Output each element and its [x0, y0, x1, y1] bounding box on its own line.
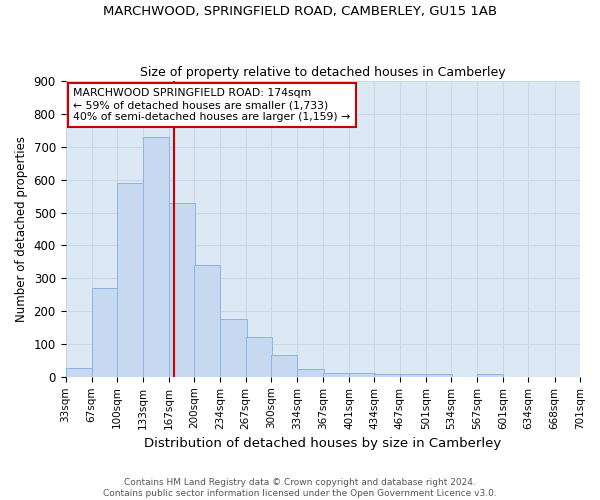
- Bar: [220, 320, 247, 377]
- Bar: [92, 288, 118, 377]
- Bar: [298, 368, 323, 377]
- Bar: [117, 183, 143, 377]
- Bar: [426, 374, 452, 377]
- Bar: [143, 137, 169, 377]
- Bar: [271, 355, 298, 377]
- Bar: [477, 374, 503, 377]
- Bar: [65, 368, 92, 377]
- Bar: [194, 265, 220, 377]
- Text: MARCHWOOD SPRINGFIELD ROAD: 174sqm
← 59% of detached houses are smaller (1,733)
: MARCHWOOD SPRINGFIELD ROAD: 174sqm ← 59%…: [73, 88, 350, 122]
- Text: MARCHWOOD, SPRINGFIELD ROAD, CAMBERLEY, GU15 1AB: MARCHWOOD, SPRINGFIELD ROAD, CAMBERLEY, …: [103, 5, 497, 18]
- Bar: [323, 372, 349, 377]
- Title: Size of property relative to detached houses in Camberley: Size of property relative to detached ho…: [140, 66, 506, 78]
- Bar: [400, 374, 426, 377]
- Bar: [374, 374, 401, 377]
- Bar: [169, 202, 195, 377]
- Y-axis label: Number of detached properties: Number of detached properties: [15, 136, 28, 322]
- X-axis label: Distribution of detached houses by size in Camberley: Distribution of detached houses by size …: [144, 437, 502, 450]
- Text: Contains HM Land Registry data © Crown copyright and database right 2024.
Contai: Contains HM Land Registry data © Crown c…: [103, 478, 497, 498]
- Bar: [349, 372, 375, 377]
- Bar: [246, 338, 272, 377]
